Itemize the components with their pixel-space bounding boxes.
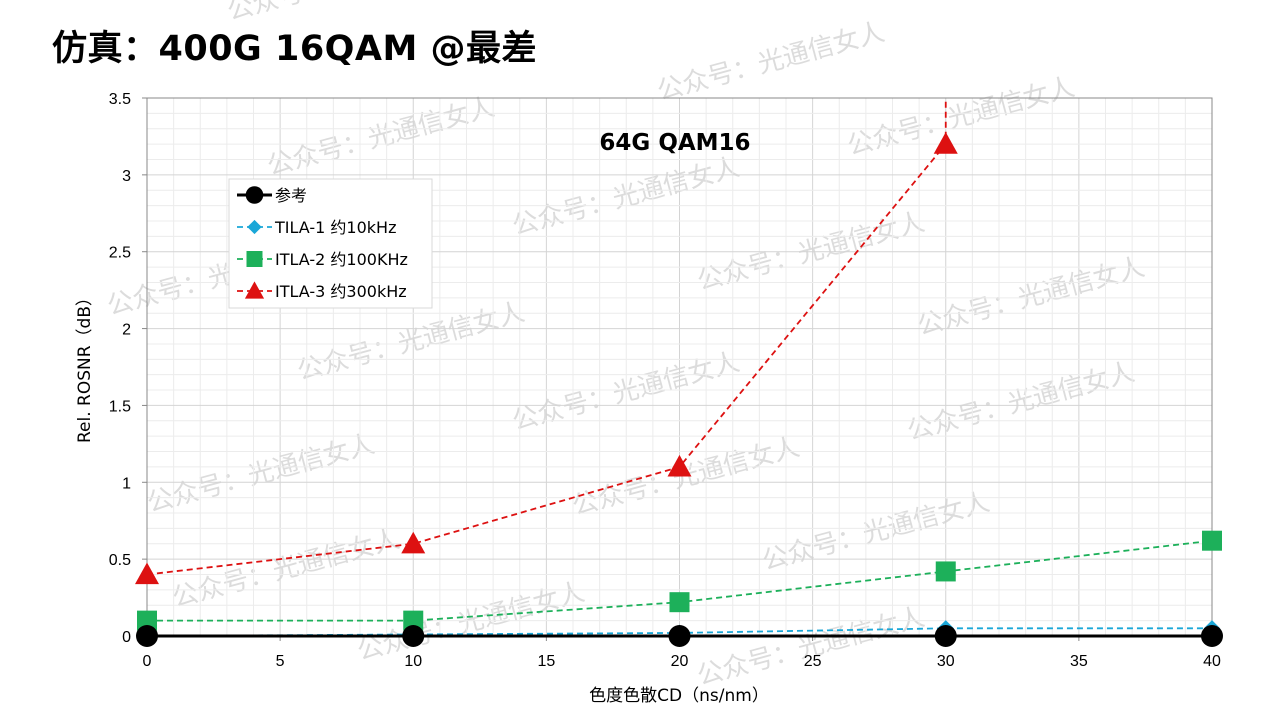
legend-label: 参考 (275, 186, 307, 205)
data-point-marker (403, 610, 424, 631)
x-tick-label: 0 (143, 653, 152, 670)
data-point-marker (135, 562, 159, 585)
y-tick-label: 2.5 (109, 245, 131, 262)
series-layer (135, 98, 1223, 647)
watermark-text: 公众号：光通信女人 (264, 92, 498, 182)
x-tick-label: 20 (671, 653, 689, 670)
series-3 (137, 530, 1222, 631)
watermark-text: 公众号：光通信女人 (224, 0, 458, 27)
data-point-marker (402, 625, 425, 647)
y-tick-label: 0 (122, 629, 131, 646)
legend-entry: ITLA-2 约100KHz (237, 250, 408, 269)
x-tick-label: 40 (1203, 653, 1221, 670)
legend-marker-swatch (247, 219, 262, 235)
x-tick-label: 10 (404, 653, 422, 670)
watermark-text: 公众号：光通信女人 (759, 487, 993, 577)
watermark-text: 公众号：光通信女人 (169, 524, 403, 614)
chart-title: 64G QAM16 (599, 130, 750, 156)
watermark-text: 公众号：光通信女人 (844, 72, 1078, 162)
legend-entry: 参考 (237, 186, 307, 205)
data-point-marker (933, 132, 958, 154)
series-1 (136, 625, 1223, 647)
watermark-text: 公众号：光通信女人 (904, 357, 1138, 447)
legend-marker-swatch (246, 251, 263, 267)
data-point-marker (136, 625, 158, 647)
legend-label: ITLA-2 约100KHz (275, 250, 408, 269)
x-tick-label: 5 (276, 653, 285, 670)
x-tick-label: 35 (1070, 653, 1088, 670)
data-point-marker (667, 454, 692, 477)
watermark-text: 公众号：光通信女人 (654, 17, 888, 107)
x-tick-label: 25 (804, 653, 822, 670)
data-point-marker (669, 592, 690, 613)
y-axis-ticks: 0 0.5 1 1.5 2 2.5 3 3.5 (109, 91, 147, 646)
legend-marker-swatch (244, 281, 265, 299)
x-tick-label: 15 (537, 653, 555, 670)
data-point-marker (935, 561, 956, 582)
y-tick-label: 3 (122, 168, 131, 185)
y-tick-label: 1.5 (109, 398, 131, 415)
data-point-marker (934, 625, 957, 647)
data-point-marker (1202, 530, 1222, 551)
slide-title: 仿真：400G 16QAM @最差 (52, 29, 538, 69)
data-point-marker (668, 625, 691, 647)
y-tick-label: 0.5 (109, 552, 131, 569)
y-tick-label: 2 (122, 322, 131, 339)
data-point-marker (137, 610, 157, 631)
legend-label: TILA-1 约10kHz (274, 218, 396, 237)
legend-entry: TILA-1 约10kHz (237, 218, 396, 237)
y-axis-title: Rel. ROSNR（dB） (75, 289, 95, 443)
legend-marker-swatch (245, 186, 264, 204)
legend-box (228, 178, 433, 309)
y-tick-label: 3.5 (109, 91, 131, 108)
data-point-marker (401, 531, 426, 554)
x-axis-title: 色度色散CD（ns/nm） (589, 686, 769, 706)
series-4 (135, 98, 958, 585)
data-point-marker (1201, 625, 1223, 647)
legend-entry: ITLA-3 约300kHz (237, 281, 407, 301)
y-tick-label: 1 (122, 475, 131, 492)
watermark-text: 公众号：光通信女人 (144, 429, 378, 519)
x-tick-label: 30 (937, 653, 955, 670)
watermark-text: 公众号：光通信女人 (569, 432, 803, 522)
legend-label: ITLA-3 约300kHz (275, 282, 407, 301)
legend: 参考 TILA-1 约10kHz ITLA-2 约100KHz ITLA-3 约300… (228, 178, 433, 309)
